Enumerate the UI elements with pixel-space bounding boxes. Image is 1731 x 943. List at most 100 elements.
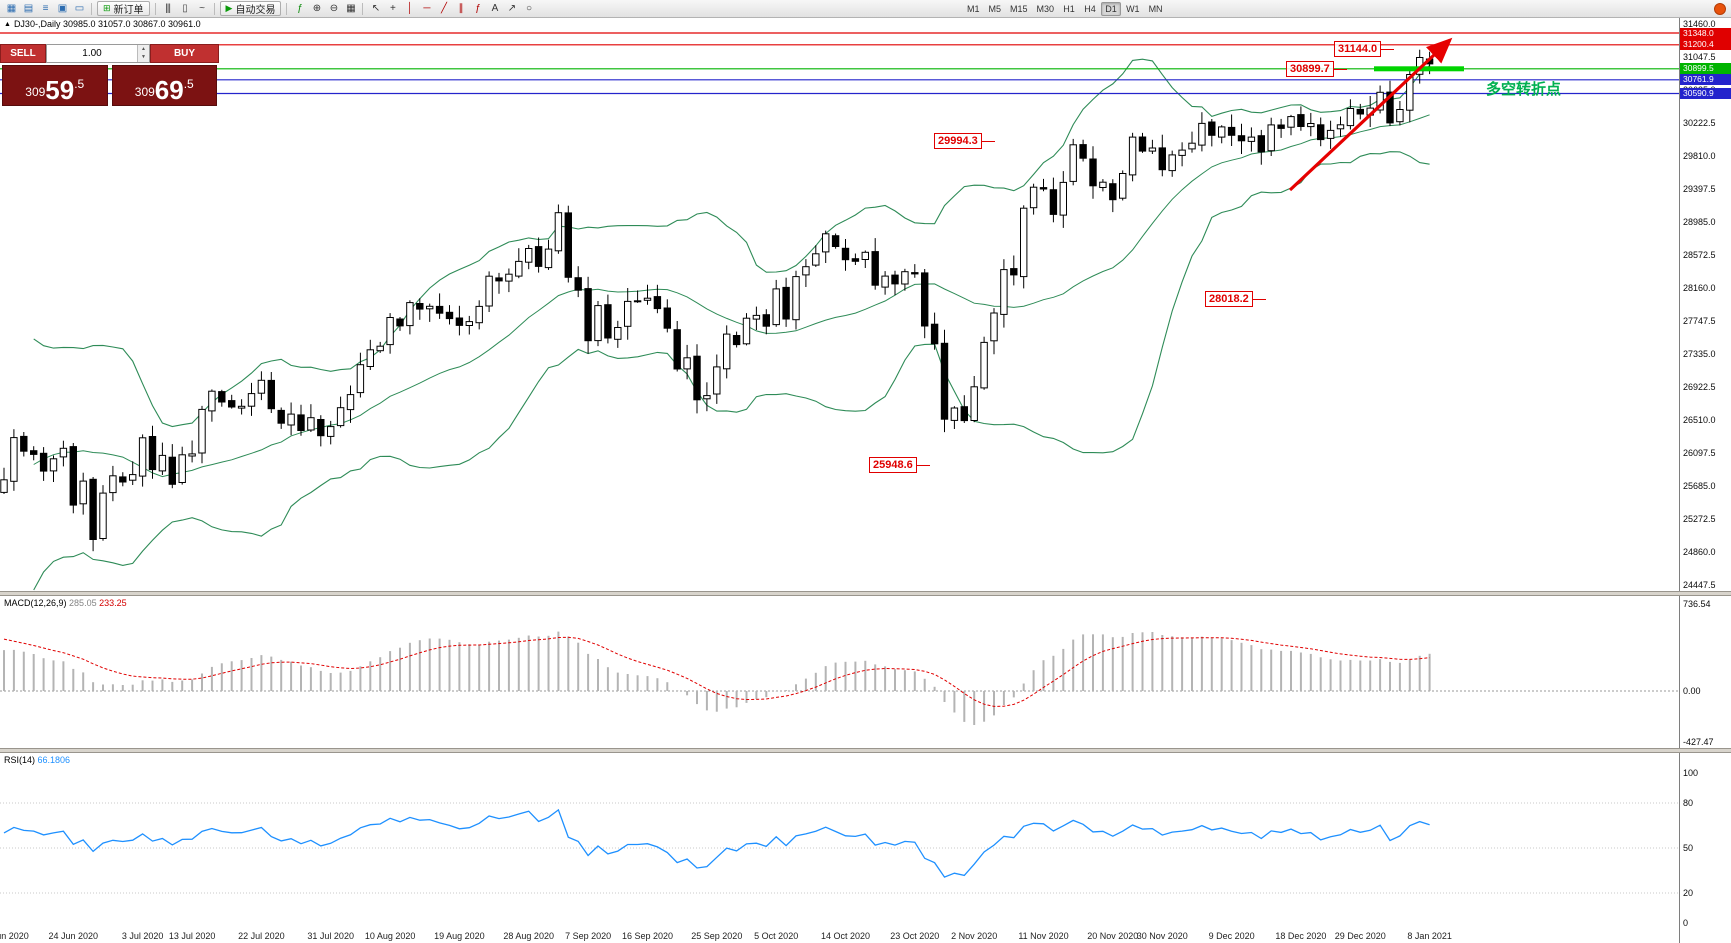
vertical-line-icon[interactable]: │ bbox=[406, 2, 413, 14]
connection-status-icon[interactable] bbox=[1714, 3, 1726, 15]
fibonacci-icon[interactable]: ƒ bbox=[475, 2, 481, 14]
panel-splitter[interactable] bbox=[0, 748, 1731, 753]
price-level-badge: 30899.5 bbox=[1680, 63, 1731, 75]
date-label: 22 Jul 2020 bbox=[238, 931, 285, 941]
price-tick: 31047.5 bbox=[1683, 51, 1716, 62]
macd-canvas[interactable] bbox=[0, 596, 1679, 748]
price-annotation[interactable]: 30899.7 bbox=[1286, 61, 1347, 77]
date-label: 18 Dec 2020 bbox=[1275, 931, 1327, 941]
macd-panel[interactable]: MACD(12,26,9) 285.05 233.25 bbox=[0, 596, 1679, 748]
price-tick: 27747.5 bbox=[1683, 315, 1716, 326]
toolbar-separator bbox=[154, 2, 156, 15]
date-label: 19 Aug 2020 bbox=[434, 931, 485, 941]
buy-price-prefix: 309 bbox=[134, 85, 155, 99]
date-label: 20 Nov 2020 bbox=[1087, 931, 1139, 941]
toolbar-icon-group: ▦ ▤ ≡ ▣ ▭ ⊞ 新订单 ||| ▯ ~ ▶ 自动交易 ƒ ⊕ ⊖ ▦ ↖ + │ ─ ╱ ∥ ƒ A ↗ ○ bbox=[3, 1, 536, 16]
sell-price-display[interactable]: 309 59.5 bbox=[2, 65, 108, 106]
volume-down-icon[interactable]: ▼ bbox=[138, 53, 149, 62]
rsi-panel[interactable]: RSI(14) 66.1806 bbox=[0, 753, 1679, 929]
navigator-icon[interactable]: ▭ bbox=[74, 2, 84, 14]
rsi-tick: 50 bbox=[1683, 843, 1694, 853]
main-price-chart[interactable]: ▲ DJ30-,Daily 30985.0 31057.0 30867.0 30… bbox=[0, 18, 1679, 591]
panel-splitter[interactable] bbox=[0, 591, 1731, 596]
toolbar-separator bbox=[286, 2, 288, 15]
zoom-in-icon[interactable]: ⊕ bbox=[312, 2, 321, 14]
price-annotation[interactable]: 28018.2 bbox=[1205, 291, 1266, 307]
date-label: 16 Sep 2020 bbox=[621, 931, 674, 941]
line-chart-icon[interactable]: ~ bbox=[199, 2, 205, 14]
auto-trading-button[interactable]: ▶ 自动交易 bbox=[219, 1, 282, 16]
date-label: 30 Nov 2020 bbox=[1136, 931, 1188, 941]
price-level-badge: 30761.9 bbox=[1680, 74, 1731, 86]
text-label-icon[interactable]: A bbox=[491, 2, 499, 14]
price-annotation[interactable]: 31144.0 bbox=[1334, 41, 1395, 57]
timeframe-w1[interactable]: W1 bbox=[1126, 4, 1140, 14]
rsi-canvas[interactable] bbox=[0, 753, 1679, 929]
price-annotation[interactable]: 25948.6 bbox=[869, 457, 930, 473]
price-tick: 27335.0 bbox=[1683, 348, 1716, 359]
market-watch-icon[interactable]: ≡ bbox=[42, 2, 49, 14]
toolbar-separator bbox=[213, 2, 215, 15]
trendline-icon[interactable]: ╱ bbox=[440, 2, 447, 14]
price-chart-canvas[interactable] bbox=[0, 18, 1679, 591]
timeframe-d1[interactable]: D1 bbox=[1101, 2, 1122, 16]
one-click-trade-panel: SELL 1.00 ▲ ▼ BUY 309 59.5 309 69.5 bbox=[0, 44, 219, 106]
equidistant-channel-icon[interactable]: ∥ bbox=[458, 2, 463, 14]
arrows-icon[interactable]: ↗ bbox=[507, 2, 516, 14]
data-window-icon[interactable]: ▣ bbox=[57, 2, 67, 14]
date-label: 23 Oct 2020 bbox=[890, 931, 940, 941]
timeframe-mn[interactable]: MN bbox=[1148, 4, 1163, 14]
rsi-tick: 80 bbox=[1683, 798, 1694, 808]
candlestick-chart-icon[interactable]: ▯ bbox=[182, 2, 188, 14]
price-axis[interactable]: 31460.031047.530635.030222.529810.029397… bbox=[1679, 18, 1731, 943]
price-level-badge: 31348.0 bbox=[1680, 27, 1731, 39]
date-label: 31 Jul 2020 bbox=[307, 931, 354, 941]
timeframe-m15[interactable]: M15 bbox=[1010, 4, 1028, 14]
indicators-icon[interactable]: ƒ bbox=[297, 2, 303, 14]
sell-price-prefix: 309 bbox=[25, 85, 46, 99]
volume-arrows: ▲ ▼ bbox=[137, 45, 149, 62]
volume-up-icon[interactable]: ▲ bbox=[138, 45, 149, 54]
bar-chart-icon[interactable]: ||| bbox=[165, 2, 171, 14]
chart-window-icon: ▲ bbox=[4, 20, 11, 28]
rsi-tick: 100 bbox=[1683, 768, 1699, 778]
timeframe-h4[interactable]: H4 bbox=[1084, 4, 1096, 14]
timeframe-m5[interactable]: M5 bbox=[988, 4, 1002, 14]
date-label: 29 Dec 2020 bbox=[1334, 931, 1386, 941]
price-tick: 31460.0 bbox=[1683, 18, 1716, 29]
chart-note-text[interactable]: 多空转折点 bbox=[1486, 81, 1562, 98]
chart-profiles-icon[interactable]: ▤ bbox=[23, 2, 33, 14]
price-tick: 29397.5 bbox=[1683, 183, 1716, 194]
buy-price-display[interactable]: 309 69.5 bbox=[111, 65, 217, 106]
date-label: 24 Jun 2020 bbox=[48, 931, 99, 941]
cursor-icon[interactable]: ↖ bbox=[371, 2, 380, 14]
buy-button[interactable]: BUY bbox=[150, 44, 219, 63]
shapes-icon[interactable]: ○ bbox=[525, 2, 532, 14]
auto-trading-button-icon: ▶ bbox=[225, 3, 233, 13]
timeframe-h1[interactable]: H1 bbox=[1063, 4, 1075, 14]
price-annotation[interactable]: 29994.3 bbox=[934, 133, 995, 149]
volume-stepper[interactable]: 1.00 ▲ ▼ bbox=[46, 44, 150, 63]
sell-price-big: 59 bbox=[45, 74, 75, 105]
sell-button[interactable]: SELL bbox=[0, 44, 46, 63]
trend-arrow[interactable] bbox=[1288, 37, 1453, 192]
new-chart-icon[interactable]: ▦ bbox=[6, 2, 16, 14]
horizontal-price-lines[interactable] bbox=[0, 32, 1679, 95]
rsi-line bbox=[3, 808, 1430, 878]
timeframe-m30[interactable]: M30 bbox=[1036, 4, 1055, 14]
rsi-tick: 0 bbox=[1683, 918, 1689, 928]
new-order-button[interactable]: ⊞ 新订单 bbox=[97, 1, 150, 16]
buy-price-big: 69 bbox=[154, 74, 184, 105]
rsi-label: RSI(14) 66.1806 bbox=[4, 755, 70, 765]
horizontal-line-icon[interactable]: ─ bbox=[423, 2, 430, 14]
macd-signal-line bbox=[3, 636, 1430, 707]
timeframe-m1[interactable]: M1 bbox=[967, 4, 980, 14]
date-label: 11 Nov 2020 bbox=[1018, 931, 1069, 941]
crosshair-icon[interactable]: + bbox=[390, 2, 396, 14]
price-tick: 26097.5 bbox=[1683, 447, 1716, 458]
zoom-out-icon[interactable]: ⊖ bbox=[329, 2, 338, 14]
time-axis[interactable]: 15 Jun 2020 24 Jun 2020 3 Jul 2020 13 Jul 2… bbox=[0, 929, 1679, 943]
volume-value[interactable]: 1.00 bbox=[82, 48, 102, 59]
date-label: 15 Jun 2020 bbox=[0, 931, 29, 941]
tile-windows-icon[interactable]: ▦ bbox=[346, 2, 355, 14]
